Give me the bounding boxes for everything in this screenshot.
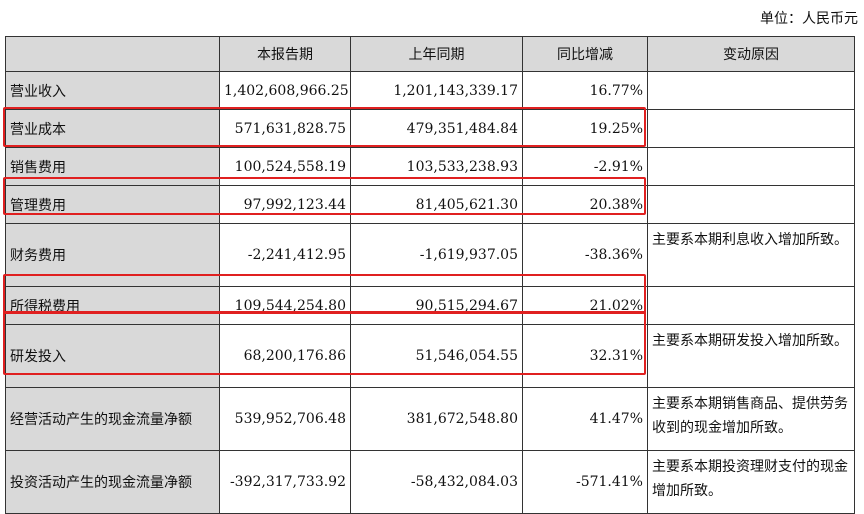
row-label: 经营活动产生的现金流量净额 (5, 387, 220, 451)
table-row: 财务费用 -2,241,412.95 -1,619,937.05 -38.36%… (5, 223, 855, 287)
change-value: 41.47% (522, 387, 648, 451)
prior-value: 1,201,143,339.17 (350, 71, 523, 110)
reason-text: 主要系本期投资理财支付的现金增加所致。 (647, 450, 855, 514)
header-row: 本报告期 上年同期 同比增减 变动原因 (5, 36, 855, 72)
financial-table: 本报告期 上年同期 同比增减 变动原因 营业收入 1,402,608,966.2… (5, 36, 855, 514)
change-value: 16.77% (522, 71, 648, 110)
header-current-period: 本报告期 (219, 36, 351, 72)
table-row: 营业收入 1,402,608,966.25 1,201,143,339.17 1… (5, 71, 855, 110)
current-value: -2,241,412.95 (219, 223, 351, 287)
prior-value: -1,619,937.05 (350, 223, 523, 287)
current-value: 100,524,558.19 (219, 147, 351, 186)
current-value: 571,631,828.75 (219, 109, 351, 148)
table-row: 投资活动产生的现金流量净额 -392,317,733.92 -58,432,08… (5, 450, 855, 514)
reason-text (647, 286, 855, 325)
row-label: 所得税费用 (5, 286, 220, 325)
prior-value: 51,546,054.55 (350, 324, 523, 388)
row-label: 营业收入 (5, 71, 220, 110)
change-value: -2.91% (522, 147, 648, 186)
current-value: 1,402,608,966.25 (219, 71, 351, 110)
row-label: 管理费用 (5, 185, 220, 224)
current-value: 109,544,254.80 (219, 286, 351, 325)
table-row: 研发投入 68,200,176.86 51,546,054.55 32.31% … (5, 324, 855, 388)
table-row: 销售费用 100,524,558.19 103,533,238.93 -2.91… (5, 147, 855, 186)
table-row: 所得税费用 109,544,254.80 90,515,294.67 21.02… (5, 286, 855, 325)
prior-value: 479,351,484.84 (350, 109, 523, 148)
row-label: 研发投入 (5, 324, 220, 388)
prior-value: 103,533,238.93 (350, 147, 523, 186)
row-label: 销售费用 (5, 147, 220, 186)
row-label: 财务费用 (5, 223, 220, 287)
change-value: 21.02% (522, 286, 648, 325)
table-row: 经营活动产生的现金流量净额 539,952,706.48 381,672,548… (5, 387, 855, 451)
table-row: 营业成本 571,631,828.75 479,351,484.84 19.25… (5, 109, 855, 148)
prior-value: -58,432,084.03 (350, 450, 523, 514)
change-value: 20.38% (522, 185, 648, 224)
change-value: 19.25% (522, 109, 648, 148)
current-value: 97,992,123.44 (219, 185, 351, 224)
table-row: 管理费用 97,992,123.44 81,405,621.30 20.38% (5, 185, 855, 224)
current-value: 539,952,706.48 (219, 387, 351, 451)
current-value: -392,317,733.92 (219, 450, 351, 514)
change-value: -571.41% (522, 450, 648, 514)
reason-text: 主要系本期销售商品、提供劳务收到的现金增加所致。 (647, 387, 855, 451)
reason-text (647, 71, 855, 110)
prior-value: 381,672,548.80 (350, 387, 523, 451)
header-prior-period: 上年同期 (350, 36, 523, 72)
prior-value: 90,515,294.67 (350, 286, 523, 325)
row-label: 营业成本 (5, 109, 220, 148)
header-yoy-change: 同比增减 (522, 36, 648, 72)
reason-text (647, 147, 855, 186)
change-value: -38.36% (522, 223, 648, 287)
current-value: 68,200,176.86 (219, 324, 351, 388)
change-value: 32.31% (522, 324, 648, 388)
row-label: 投资活动产生的现金流量净额 (5, 450, 220, 514)
reason-text: 主要系本期利息收入增加所致。 (647, 223, 855, 287)
prior-value: 81,405,621.30 (350, 185, 523, 224)
reason-text (647, 109, 855, 148)
reason-text: 主要系本期研发投入增加所致。 (647, 324, 855, 388)
header-item (5, 36, 220, 72)
financial-table-wrapper: 本报告期 上年同期 同比增减 变动原因 营业收入 1,402,608,966.2… (5, 36, 855, 514)
reason-text (647, 185, 855, 224)
unit-label: 单位：人民币元 (760, 11, 858, 27)
header-reason: 变动原因 (647, 36, 855, 72)
